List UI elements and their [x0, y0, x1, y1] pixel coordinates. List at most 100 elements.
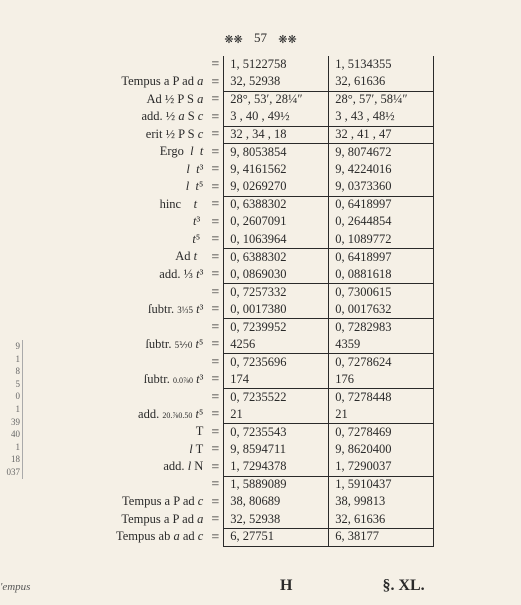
equals-sign: = [207, 301, 223, 319]
page-number: 57 [254, 30, 267, 45]
row-label: add. l N [110, 459, 207, 477]
equals-sign: = [207, 354, 223, 372]
row-label: l T [110, 441, 207, 459]
equals-sign: = [207, 91, 223, 109]
equals-sign: = [207, 371, 223, 389]
equals-sign: = [207, 529, 223, 547]
row-label: add. 20.⅞0.50 t⁵ [110, 406, 207, 424]
value-col-a: 21 [224, 406, 329, 424]
equals-sign: = [207, 424, 223, 442]
ornament-right: ❋❋ [278, 33, 296, 46]
value-col-b: 32, 61636 [329, 511, 434, 529]
value-col-a: 9, 8594711 [224, 441, 329, 459]
row-label: Ad t [110, 249, 207, 267]
row-label: ſubtr. 3⅓5 t³ [110, 301, 207, 319]
signature-mark: H [280, 577, 292, 595]
row-label [110, 476, 207, 494]
equals-sign: = [207, 109, 223, 127]
value-col-a: 0, 7235696 [224, 354, 329, 372]
value-col-b: 4359 [329, 336, 434, 354]
value-col-b: 0, 1089772 [329, 231, 434, 249]
value-col-a: 0, 1063964 [224, 231, 329, 249]
margin-number: 40 [0, 428, 20, 441]
value-col-b: 28°, 57′, 58¼″ [329, 91, 434, 109]
value-col-a: 0, 2607091 [224, 214, 329, 232]
value-col-a: 1, 5889089 [224, 476, 329, 494]
page-header: ❋❋ 57 ❋❋ [20, 30, 501, 46]
footer: H §. XL. [20, 577, 501, 595]
value-col-b: 1, 7290037 [329, 459, 434, 477]
margin-number: 1 [0, 441, 20, 454]
equals-sign: = [207, 266, 223, 284]
row-label: ſubtr. 0.0⅞0 t³ [110, 371, 207, 389]
margin-number: 9 [0, 340, 20, 353]
equals-sign: = [207, 126, 223, 144]
row-label: hinc t [110, 196, 207, 214]
row-label: Tempus a P ad a [110, 74, 207, 92]
equals-sign: = [207, 231, 223, 249]
equals-sign: = [207, 56, 223, 74]
margin-number: 5 [0, 378, 20, 391]
value-col-b: 0, 7282983 [329, 319, 434, 337]
row-label: Ad ½ P S a [110, 91, 207, 109]
value-col-a: 0, 0017380 [224, 301, 329, 319]
value-col-a: 28°, 53′, 28¼″ [224, 91, 329, 109]
value-col-b: 0, 0017632 [329, 301, 434, 319]
value-col-b: 1, 5134355 [329, 56, 434, 74]
value-col-b: 1, 5910437 [329, 476, 434, 494]
row-label: erit ½ P S c [110, 126, 207, 144]
row-label [110, 56, 207, 74]
equals-sign: = [207, 336, 223, 354]
row-label: Ergo l t [110, 144, 207, 162]
equals-sign: = [207, 161, 223, 179]
value-col-a: 3 , 40 , 49½ [224, 109, 329, 127]
margin-number: 18 [0, 453, 20, 466]
row-label: t⁵ [110, 231, 207, 249]
equals-sign: = [207, 179, 223, 197]
value-col-b: 0, 2644854 [329, 214, 434, 232]
value-col-a: 0, 7235543 [224, 424, 329, 442]
row-label [110, 354, 207, 372]
row-label: Tempus a P ad a [110, 511, 207, 529]
equals-sign: = [207, 144, 223, 162]
value-col-a: 32, 52938 [224, 511, 329, 529]
value-col-a: 0, 7239952 [224, 319, 329, 337]
value-col-b: 9, 4224016 [329, 161, 434, 179]
value-col-a: 0, 7235522 [224, 389, 329, 407]
margin-number: 0 [0, 390, 20, 403]
margin-number: 1 [0, 403, 20, 416]
value-col-b: 0, 7300615 [329, 284, 434, 302]
value-col-b: 32 , 41 , 47 [329, 126, 434, 144]
value-col-a: 9, 0269270 [224, 179, 329, 197]
value-col-a: 1, 7294378 [224, 459, 329, 477]
value-col-a: 32, 52938 [224, 74, 329, 92]
value-col-b: 0, 6418997 [329, 196, 434, 214]
equals-sign: = [207, 494, 223, 512]
value-col-a: 9, 8053854 [224, 144, 329, 162]
equals-sign: = [207, 249, 223, 267]
value-col-b: 32, 61636 [329, 74, 434, 92]
row-label: T [110, 424, 207, 442]
row-label [110, 319, 207, 337]
value-col-b: 176 [329, 371, 434, 389]
value-col-a: 0, 6388302 [224, 249, 329, 267]
row-label: l t³ [110, 161, 207, 179]
margin-number: 1 [0, 353, 20, 366]
value-col-b: 38, 99813 [329, 494, 434, 512]
section-mark: §. XL. [382, 577, 424, 595]
value-col-b: 0, 7278448 [329, 389, 434, 407]
value-col-a: 1, 5122758 [224, 56, 329, 74]
value-col-b: 3 , 43 , 48½ [329, 109, 434, 127]
value-col-a: 4256 [224, 336, 329, 354]
equals-sign: = [207, 406, 223, 424]
equals-sign: = [207, 459, 223, 477]
equals-sign: = [207, 214, 223, 232]
row-label: ſubtr. 5⅐0 t⁵ [110, 336, 207, 354]
value-col-a: 6, 27751 [224, 529, 329, 547]
equals-sign: = [207, 196, 223, 214]
row-label [110, 284, 207, 302]
value-col-a: 0, 6388302 [224, 196, 329, 214]
value-col-b: 0, 6418997 [329, 249, 434, 267]
row-label: add. ⅓ t³ [110, 266, 207, 284]
margin-catchword: 'empus [0, 581, 30, 593]
